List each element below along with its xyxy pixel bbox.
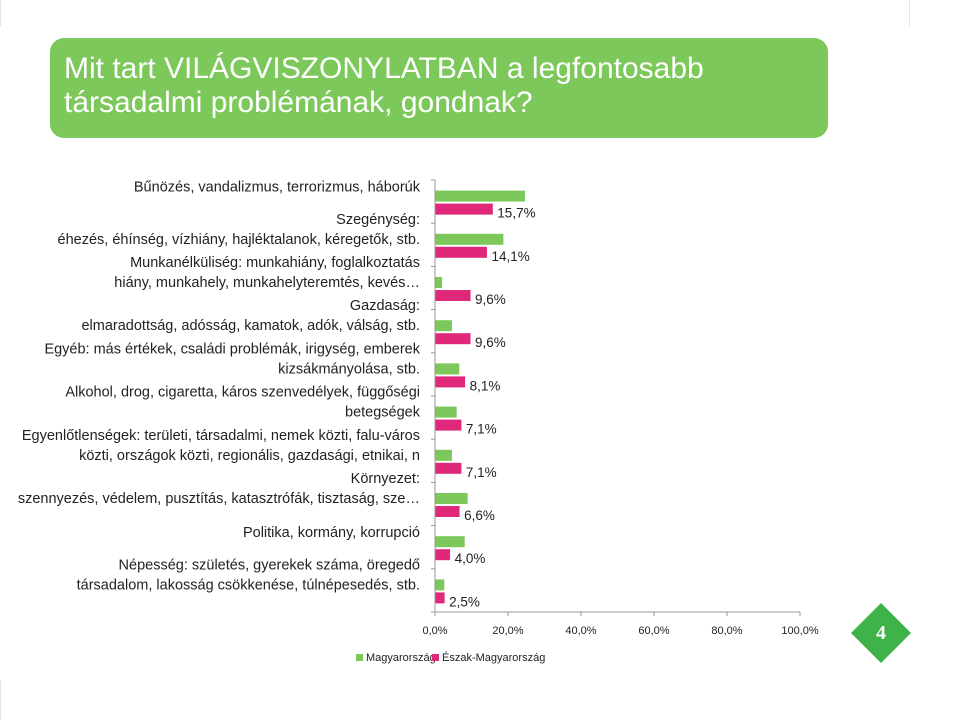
bar-magyarorszag	[435, 320, 452, 332]
bar-eszak-magyarorszag	[435, 506, 460, 517]
bar-magyarorszag	[435, 493, 468, 504]
category-label: Gazdaság:	[350, 298, 420, 314]
page-badge-shape	[851, 603, 911, 663]
bar-magyarorszag	[435, 579, 445, 591]
slide-title-line-1: Mit tart VILÁGVISZONYLATBAN a legfontosa…	[64, 52, 704, 85]
data-label: 14,1%	[491, 249, 529, 264]
x-tick-label: 60,0%	[638, 625, 669, 637]
data-label: 9,6%	[475, 335, 506, 350]
data-label: 15,7%	[497, 206, 535, 221]
data-label: 7,1%	[466, 465, 497, 480]
legend-swatch-magyarorszag	[356, 654, 363, 661]
bar-magyarorszag	[435, 406, 457, 418]
bar-eszak-magyarorszag	[435, 419, 462, 431]
bar-eszak-magyarorszag	[435, 549, 451, 561]
category-label: Alkohol, drog, cigaretta, káros szenvedé…	[65, 385, 420, 401]
category-label: éhezés, éhínség, vízhiány, hajléktalanok…	[58, 232, 420, 248]
category-label: Politika, kormány, korrupció	[243, 525, 420, 541]
bar-eszak-magyarorszag	[435, 592, 445, 604]
category-label: Bűnözés, vandalizmus, terrorizmus, hábor…	[134, 180, 421, 196]
slide-title-line-2: társadalmi problémának, gondnak?	[64, 86, 533, 119]
page-number-badge: 4	[851, 603, 911, 663]
corner-rule-left-bottom	[0, 680, 1, 720]
category-label: Munkanélküliség: munkahiány, foglalkozta…	[130, 255, 420, 271]
data-label: 2,5%	[449, 594, 480, 609]
bar-magyarorszag	[435, 536, 465, 548]
bar-eszak-magyarorszag	[435, 290, 471, 301]
data-label: 6,6%	[464, 508, 495, 523]
bar-eszak-magyarorszag	[435, 246, 487, 258]
bar-eszak-magyarorszag	[435, 333, 471, 345]
category-label: elmaradottság, adósság, kamatok, adók, v…	[81, 318, 420, 334]
data-label: 7,1%	[466, 422, 497, 437]
x-tick-label: 20,0%	[492, 625, 523, 637]
category-label: kizsákmányolása, stb.	[278, 361, 420, 377]
bar-eszak-magyarorszag	[435, 203, 493, 215]
bar-magyarorszag	[435, 190, 525, 202]
x-tick-label: 100,0%	[781, 625, 819, 637]
bar-magyarorszag	[435, 277, 443, 288]
category-label: Szegénység:	[336, 212, 420, 228]
data-label: 9,6%	[475, 292, 506, 307]
category-label: társadalom, lakosság csökkenése, túlnépe…	[77, 577, 420, 593]
data-label: 8,1%	[470, 378, 501, 393]
category-label: szennyezés, védelem, pusztítás, katasztr…	[18, 491, 420, 507]
category-label: közti, országok közti, regionális, gazda…	[79, 448, 420, 464]
data-label: 4,0%	[455, 551, 486, 566]
bar-magyarorszag	[435, 363, 460, 375]
x-tick-label: 0,0%	[422, 625, 447, 637]
category-label: Egyéb: más értékek, családi problémák, i…	[44, 341, 420, 357]
bar-eszak-magyarorszag	[435, 462, 462, 474]
category-label: Környezet:	[351, 471, 420, 487]
slide-title-box: Mit tart VILÁGVISZONYLATBAN a legfontosa…	[50, 38, 828, 138]
x-tick-label: 80,0%	[711, 625, 742, 637]
corner-rule-left	[0, 0, 1, 26]
legend-label: Magyarország	[366, 652, 436, 664]
bar-magyarorszag	[435, 449, 452, 461]
bar-eszak-magyarorszag	[435, 376, 466, 388]
category-label: hiány, munkahely, munkahelyteremtés, kev…	[114, 275, 420, 291]
bar-magyarorszag	[435, 233, 504, 245]
page-number: 4	[876, 622, 886, 644]
legend-label: Észak-Magyarország	[442, 651, 545, 664]
category-label: Népesség: születés, gyerekek száma, öreg…	[119, 557, 420, 573]
category-label: betegségek	[345, 405, 421, 421]
legend-swatch-eszak-magyarorszag	[432, 654, 439, 661]
x-tick-label: 40,0%	[565, 625, 596, 637]
corner-rule-right	[909, 0, 910, 26]
category-label: Egyenlőtlenségek: területi, társadalmi, …	[22, 428, 420, 444]
